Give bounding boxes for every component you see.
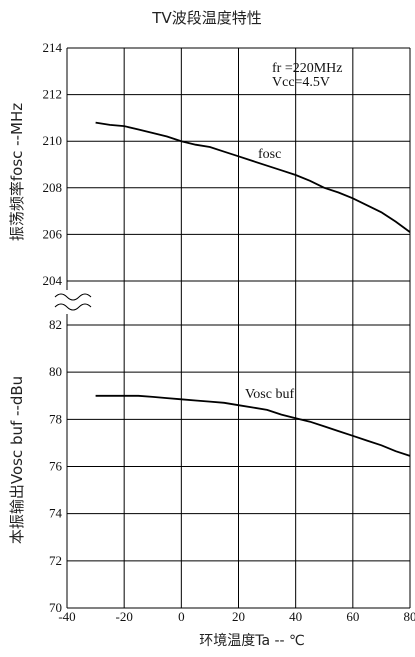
- x-tick-label: 20: [232, 609, 245, 624]
- x-tick-label: 60: [346, 609, 359, 624]
- y-tick-label: 206: [43, 226, 63, 241]
- y-tick-label: 208: [43, 180, 63, 195]
- data-curves: [95, 121, 411, 457]
- x-tick-label: -20: [115, 609, 132, 624]
- y-tick-label: 70: [49, 600, 62, 615]
- y-tick-label: 74: [49, 506, 63, 521]
- y-tick-label: 214: [43, 40, 63, 55]
- series-line-fosc: [95, 121, 411, 233]
- axis-break: [54, 293, 92, 311]
- x-tick-label: 80: [404, 609, 415, 624]
- y-tick-label: 82: [49, 317, 62, 332]
- x-tick-label: 0: [178, 609, 185, 624]
- y-tick-label: 80: [49, 364, 62, 379]
- tick-labels: 204 206 208 210 212 214 70 72 74 76 78 80 82 -40 -20 0 2…: [43, 40, 415, 624]
- bottom-y-axis-label: 本振输出Vosc buf --dBu: [8, 376, 26, 544]
- axis-break-wave-2: [54, 303, 92, 311]
- y-tick-label: 72: [49, 553, 62, 568]
- y-tick-label: 212: [43, 87, 63, 102]
- grid-lines: [66, 47, 411, 609]
- condition-voltage-label: Vcc=4.5V: [272, 75, 330, 90]
- x-axis-label: 环境温度Ta -- ℃: [199, 633, 305, 649]
- series-line-vosc-buf: [95, 394, 411, 457]
- chart-title: TV波段温度特性: [151, 9, 261, 27]
- condition-frequency-label: fr =220MHz: [272, 61, 343, 76]
- y-tick-label: 204: [43, 273, 63, 288]
- vosc-buf-series-label: Vosc buf: [245, 387, 294, 402]
- x-tick-label: 40: [289, 609, 302, 624]
- y-tick-label: 76: [49, 459, 63, 474]
- axis-break-wave-1: [54, 293, 92, 301]
- fosc-series-label: fosc: [258, 147, 281, 162]
- top-y-axis-label: 振荡频率fosc --MHz: [8, 103, 26, 241]
- y-tick-label: 210: [43, 133, 63, 148]
- y-tick-label: 78: [49, 411, 62, 426]
- x-tick-label: -40: [58, 609, 75, 624]
